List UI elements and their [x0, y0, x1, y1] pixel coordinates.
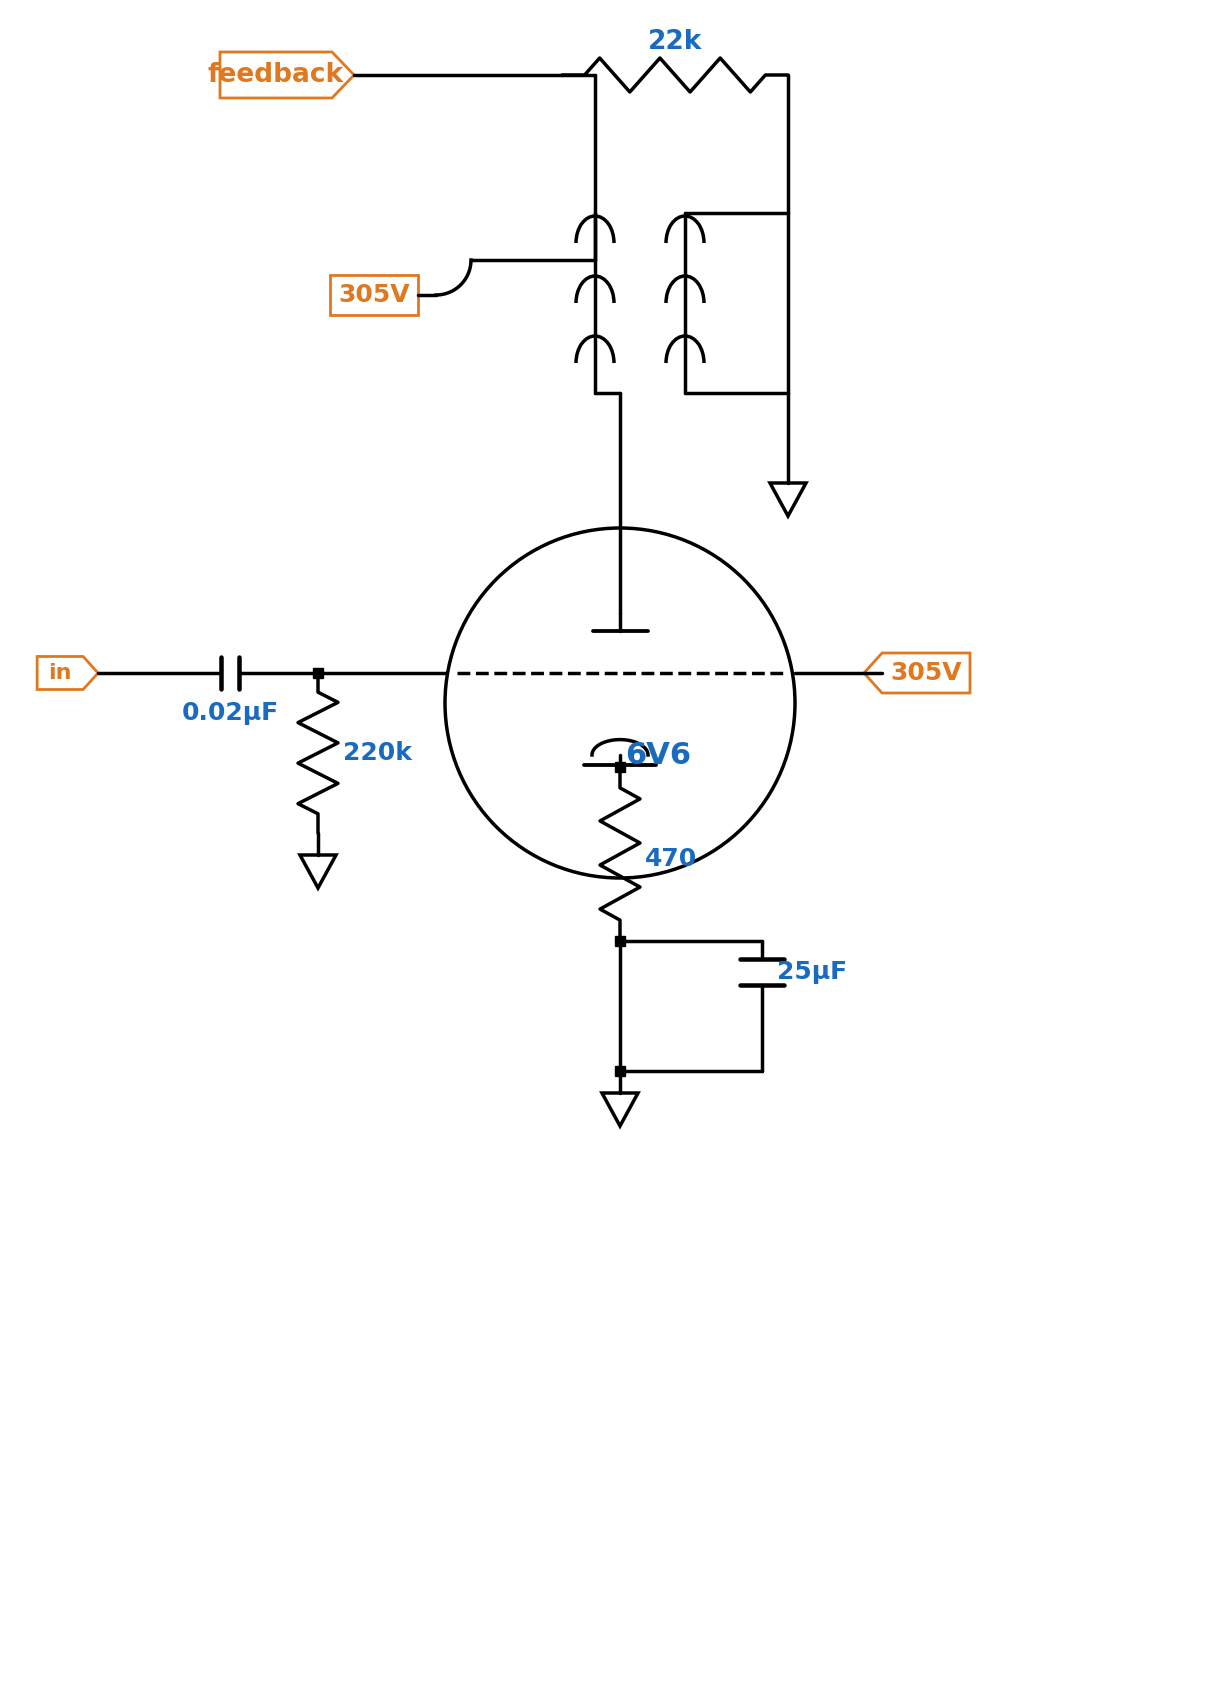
- Text: 220k: 220k: [342, 741, 411, 765]
- Text: in: in: [48, 662, 71, 683]
- Text: 25μF: 25μF: [777, 960, 847, 984]
- Text: 22k: 22k: [647, 29, 702, 54]
- Bar: [615, 1066, 626, 1076]
- Bar: [313, 668, 323, 678]
- Bar: [615, 761, 626, 771]
- Bar: [615, 937, 626, 945]
- Text: 305V: 305V: [891, 661, 962, 685]
- Text: 0.02μF: 0.02μF: [182, 702, 278, 725]
- Text: 470: 470: [645, 846, 697, 870]
- Text: 6V6: 6V6: [624, 741, 691, 770]
- Text: feedback: feedback: [208, 61, 344, 89]
- Text: 305V: 305V: [338, 283, 410, 307]
